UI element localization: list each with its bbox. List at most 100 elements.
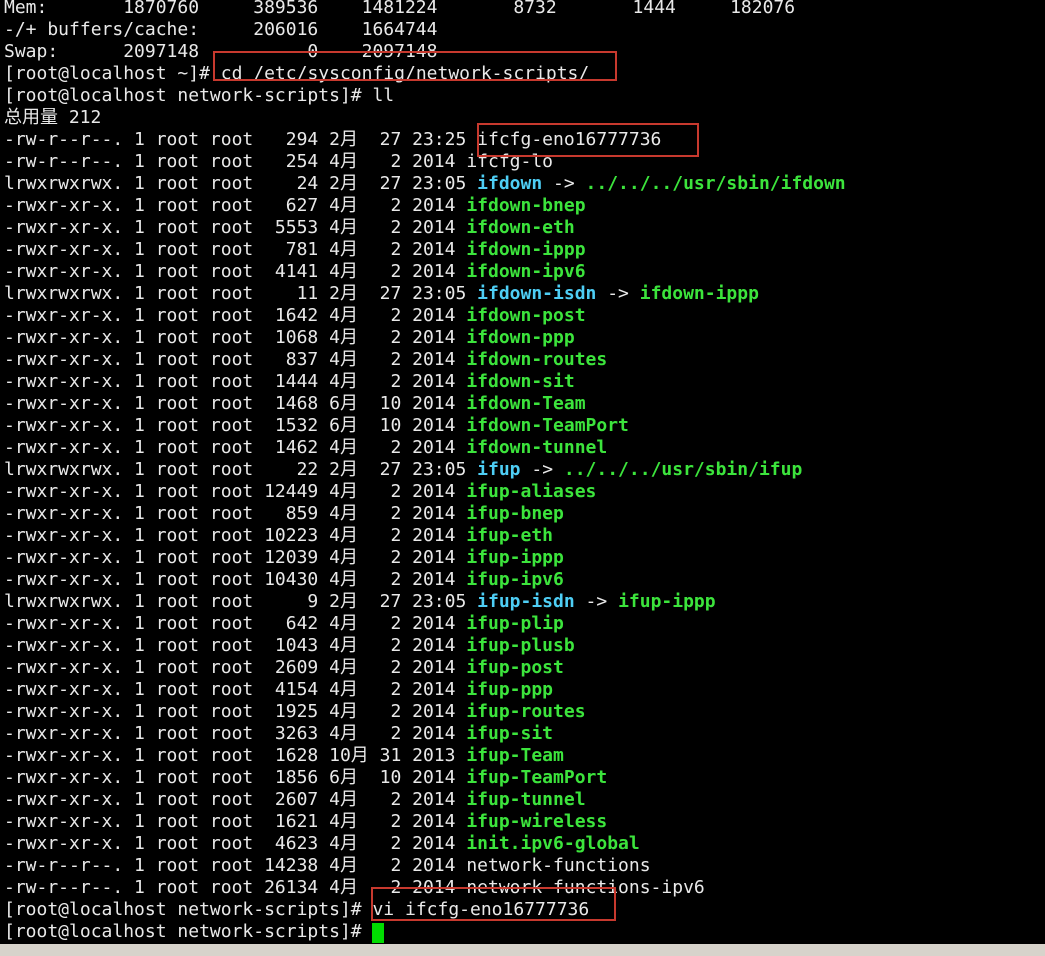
file-row: -rw-r--r--. 1 root root 14238 4月 2 2014 … xyxy=(4,855,846,877)
file-meta: -rwxr-xr-x. 1 root root 10223 4月 2 2014 xyxy=(4,525,467,546)
file-row: -rwxr-xr-x. 1 root root 3263 4月 2 2014 i… xyxy=(4,723,846,745)
file-row: -rwxr-xr-x. 1 root root 1856 6月 10 2014 … xyxy=(4,767,846,789)
file-meta: -rwxr-xr-x. 1 root root 1628 10月 31 2013 xyxy=(4,745,467,766)
file-meta: lrwxrwxrwx. 1 root root 24 2月 27 23:05 xyxy=(4,173,478,194)
file-name: ifup-ippp xyxy=(466,547,564,568)
file-name: ifdown xyxy=(477,173,543,194)
file-row: -rwxr-xr-x. 1 root root 1444 4月 2 2014 i… xyxy=(4,371,846,393)
command-line-ll: [root@localhost network-scripts]# ll xyxy=(4,85,846,107)
file-row: -rw-r--r--. 1 root root 294 2月 27 23:25 … xyxy=(4,129,846,151)
symlink-arrow: -> xyxy=(542,173,586,194)
command-line-current: [root@localhost network-scripts]# xyxy=(4,921,846,943)
file-meta: -rwxr-xr-x. 1 root root 859 4月 2 2014 xyxy=(4,503,467,524)
file-meta: -rw-r--r--. 1 root root 254 4月 2 2014 xyxy=(4,151,467,172)
file-row: -rwxr-xr-x. 1 root root 4623 4月 2 2014 i… xyxy=(4,833,846,855)
file-row: -rwxr-xr-x. 1 root root 1925 4月 2 2014 i… xyxy=(4,701,846,723)
command-line-cd: [root@localhost ~]# cd /etc/sysconfig/ne… xyxy=(4,63,846,85)
file-meta: -rwxr-xr-x. 1 root root 837 4月 2 2014 xyxy=(4,349,467,370)
file-name: ifup-eth xyxy=(466,525,554,546)
file-row: lrwxrwxrwx. 1 root root 22 2月 27 23:05 i… xyxy=(4,459,846,481)
shell-prompt: [root@localhost network-scripts]# xyxy=(4,85,373,106)
free-buffers-values: -/+ buffers/cache: 206016 1664744 xyxy=(4,19,438,40)
file-name: ifdown-tunnel xyxy=(466,437,608,458)
file-row: -rwxr-xr-x. 1 root root 1532 6月 10 2014 … xyxy=(4,415,846,437)
file-row: -rwxr-xr-x. 1 root root 1468 6月 10 2014 … xyxy=(4,393,846,415)
file-meta: -rwxr-xr-x. 1 root root 1856 6月 10 2014 xyxy=(4,767,467,788)
file-row: -rwxr-xr-x. 1 root root 4141 4月 2 2014 i… xyxy=(4,261,846,283)
annotation-box-vi-command xyxy=(371,887,616,921)
file-name: ifup-wireless xyxy=(466,811,608,832)
file-row: lrwxrwxrwx. 1 root root 24 2月 27 23:05 i… xyxy=(4,173,846,195)
file-row: -rwxr-xr-x. 1 root root 1462 4月 2 2014 i… xyxy=(4,437,846,459)
file-meta: -rwxr-xr-x. 1 root root 10430 4月 2 2014 xyxy=(4,569,467,590)
file-meta: -rwxr-xr-x. 1 root root 4154 4月 2 2014 xyxy=(4,679,467,700)
ll-command-text: ll xyxy=(372,85,395,106)
file-name: ifdown-eth xyxy=(466,217,575,238)
file-meta: -rwxr-xr-x. 1 root root 627 4月 2 2014 xyxy=(4,195,467,216)
file-row: -rwxr-xr-x. 1 root root 2609 4月 2 2014 i… xyxy=(4,657,846,679)
file-row: lrwxrwxrwx. 1 root root 11 2月 27 23:05 i… xyxy=(4,283,846,305)
file-name: ifup-routes xyxy=(466,701,586,722)
file-row: -rwxr-xr-x. 1 root root 12039 4月 2 2014 … xyxy=(4,547,846,569)
window-bottom-edge xyxy=(0,944,1045,956)
file-meta: -rw-r--r--. 1 root root 14238 4月 2 2014 xyxy=(4,855,467,876)
file-meta: -rwxr-xr-x. 1 root root 1621 4月 2 2014 xyxy=(4,811,467,832)
shell-prompt: [root@localhost network-scripts]# xyxy=(4,921,373,942)
file-name: ifup-isdn xyxy=(477,591,575,612)
file-meta: -rwxr-xr-x. 1 root root 12449 4月 2 2014 xyxy=(4,481,467,502)
shell-prompt: [root@localhost ~]# xyxy=(4,63,221,84)
free-buffers-row: -/+ buffers/cache: 206016 1664744 xyxy=(4,19,846,41)
file-name: ifdown-ippp xyxy=(466,239,586,260)
file-meta: -rwxr-xr-x. 1 root root 5553 4月 2 2014 xyxy=(4,217,467,238)
file-row: -rwxr-xr-x. 1 root root 1642 4月 2 2014 i… xyxy=(4,305,846,327)
file-meta: -rwxr-xr-x. 1 root root 4623 4月 2 2014 xyxy=(4,833,467,854)
file-name: ifup-bnep xyxy=(466,503,564,524)
file-name: ifup-sit xyxy=(466,723,554,744)
file-meta: lrwxrwxrwx. 1 root root 9 2月 27 23:05 xyxy=(4,591,478,612)
file-row: -rwxr-xr-x. 1 root root 12449 4月 2 2014 … xyxy=(4,481,846,503)
file-name: ifdown-isdn xyxy=(477,283,597,304)
file-name: ifup-aliases xyxy=(466,481,597,502)
cd-command-text: cd /etc/sysconfig/network-scripts/ xyxy=(220,63,590,84)
terminal-cursor[interactable] xyxy=(372,923,385,943)
file-name: ifup-plusb xyxy=(466,635,575,656)
file-name: ifup-post xyxy=(466,657,564,678)
file-meta: -rwxr-xr-x. 1 root root 1642 4月 2 2014 xyxy=(4,305,467,326)
file-row: -rwxr-xr-x. 1 root root 859 4月 2 2014 if… xyxy=(4,503,846,525)
symlink-target: ../../../usr/sbin/ifdown xyxy=(585,173,846,194)
file-name: ifdown-Team xyxy=(466,393,586,414)
symlink-arrow: -> xyxy=(596,283,640,304)
file-row: -rwxr-xr-x. 1 root root 5553 4月 2 2014 i… xyxy=(4,217,846,239)
free-mem-row: Mem: 1870760 389536 1481224 8732 1444 18… xyxy=(4,0,846,19)
file-meta: -rwxr-xr-x. 1 root root 1925 4月 2 2014 xyxy=(4,701,467,722)
annotation-box-ifcfg-file xyxy=(477,123,699,157)
file-name: ifup-ppp xyxy=(466,679,554,700)
file-row: -rwxr-xr-x. 1 root root 4154 4月 2 2014 i… xyxy=(4,679,846,701)
file-meta: lrwxrwxrwx. 1 root root 11 2月 27 23:05 xyxy=(4,283,478,304)
vi-command-text: vi ifcfg-eno16777736 xyxy=(372,899,590,920)
file-row: -rwxr-xr-x. 1 root root 1043 4月 2 2014 i… xyxy=(4,635,846,657)
file-row: -rwxr-xr-x. 1 root root 1621 4月 2 2014 i… xyxy=(4,811,846,833)
file-name: ifdown-post xyxy=(466,305,586,326)
file-meta: -rwxr-xr-x. 1 root root 1462 4月 2 2014 xyxy=(4,437,467,458)
file-name: ifup-plip xyxy=(466,613,564,634)
file-name: ifdown-bnep xyxy=(466,195,586,216)
file-meta: -rwxr-xr-x. 1 root root 1043 4月 2 2014 xyxy=(4,635,467,656)
file-row: -rwxr-xr-x. 1 root root 627 4月 2 2014 if… xyxy=(4,195,846,217)
symlink-arrow: -> xyxy=(574,591,619,612)
file-name: ifup-TeamPort xyxy=(466,767,608,788)
file-name: network-functions xyxy=(466,855,651,876)
symlink-target: ifup-ippp xyxy=(618,591,716,612)
file-row: -rwxr-xr-x. 1 root root 781 4月 2 2014 if… xyxy=(4,239,846,261)
listing-total-text: 总用量 212 xyxy=(4,107,102,128)
file-meta: -rwxr-xr-x. 1 root root 642 4月 2 2014 xyxy=(4,613,467,634)
listing-total-line: 总用量 212 xyxy=(4,107,846,129)
terminal-output: Mem: 1870760 389536 1481224 8732 1444 18… xyxy=(4,0,846,943)
file-name: ifdown-routes xyxy=(466,349,608,370)
file-name: ifup-ipv6 xyxy=(466,569,564,590)
file-meta: -rwxr-xr-x. 1 root root 1444 4月 2 2014 xyxy=(4,371,467,392)
file-row: -rw-r--r--. 1 root root 254 4月 2 2014 if… xyxy=(4,151,846,173)
file-row: -rwxr-xr-x. 1 root root 837 4月 2 2014 if… xyxy=(4,349,846,371)
file-name: init.ipv6-global xyxy=(466,833,640,854)
file-name: ifup xyxy=(477,459,521,480)
